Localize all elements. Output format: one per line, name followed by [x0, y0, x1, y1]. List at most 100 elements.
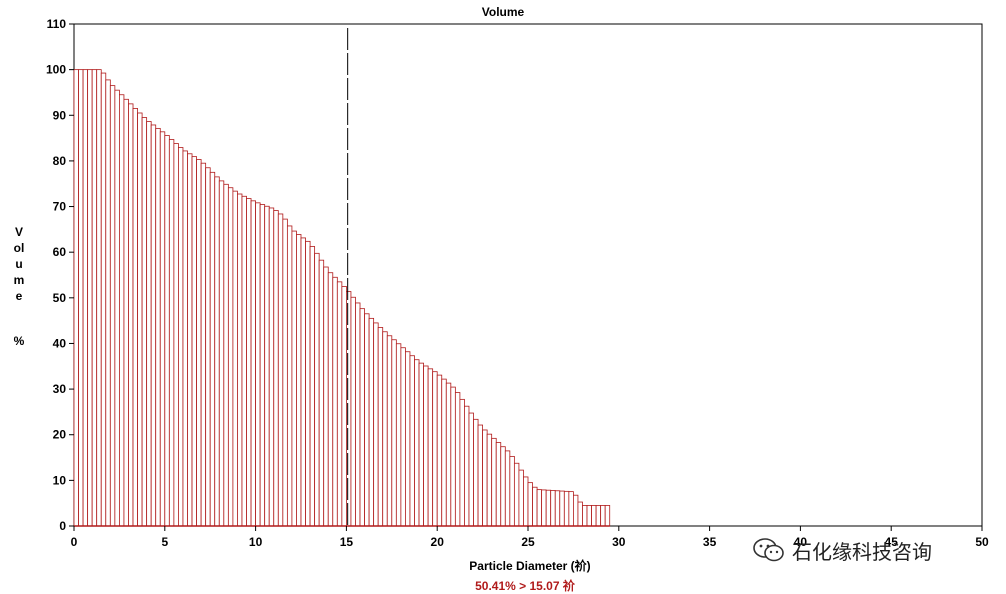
bar	[100, 72, 107, 527]
bar	[432, 371, 438, 527]
bar	[105, 79, 111, 527]
bar	[568, 491, 574, 527]
bar	[264, 205, 270, 527]
median-annotation: 50.41% > 15.07 祄	[475, 579, 575, 593]
bar	[246, 198, 252, 527]
x-tick-label: 20	[431, 535, 445, 549]
bar	[391, 339, 397, 527]
bar	[291, 230, 297, 527]
bar	[491, 437, 497, 527]
bar	[368, 317, 375, 527]
bar	[109, 85, 116, 527]
bar	[159, 131, 166, 527]
bar	[468, 412, 474, 527]
bar	[332, 276, 338, 527]
y-tick-label: 50	[53, 291, 67, 305]
bar	[386, 335, 393, 527]
bar	[486, 433, 493, 527]
bar	[423, 365, 429, 527]
bar	[373, 322, 379, 527]
bar	[527, 482, 533, 527]
watermark-text: 石化缘科技咨询	[792, 541, 932, 564]
y-tick-label: 90	[53, 108, 67, 122]
bar	[250, 200, 256, 527]
bar	[563, 490, 570, 527]
y-tick-label: 40	[53, 336, 67, 350]
bar	[268, 207, 275, 527]
bar	[119, 94, 125, 527]
bar	[128, 103, 134, 527]
bar	[114, 89, 120, 527]
chart-title: Volume	[481, 5, 525, 19]
bar	[550, 490, 556, 527]
watermark: 石化缘科技咨询	[752, 536, 932, 564]
y-axis-label: Volume	[13, 225, 25, 303]
bar	[359, 308, 365, 527]
x-tick-label: 50	[975, 535, 989, 549]
bars-group	[73, 69, 611, 527]
bar	[414, 359, 420, 527]
y-tick-label: 30	[53, 382, 67, 396]
bar	[273, 210, 279, 527]
wechat-icon	[753, 538, 784, 562]
bar	[336, 281, 343, 527]
y-tick-label: 0	[59, 519, 66, 533]
bar	[205, 167, 211, 527]
bar	[559, 490, 565, 527]
bar	[350, 296, 356, 527]
bar	[82, 69, 89, 527]
bar	[168, 139, 175, 527]
y-tick-label: 60	[53, 245, 67, 259]
bar	[218, 180, 225, 527]
bar	[436, 374, 443, 527]
bar	[532, 486, 538, 527]
bar	[187, 153, 193, 527]
bar	[464, 405, 470, 527]
bar	[123, 98, 129, 527]
bar	[141, 117, 148, 527]
bar	[164, 135, 170, 527]
bar	[78, 69, 84, 527]
bar	[300, 237, 306, 527]
bar	[87, 69, 93, 527]
bar	[227, 187, 234, 527]
y-axis: 0 10 20 30 40 50 60 70 80 90 100 110	[46, 17, 74, 533]
bar	[409, 355, 415, 527]
bar	[595, 505, 602, 527]
bar	[305, 240, 311, 527]
bar	[364, 313, 370, 527]
bar	[454, 392, 461, 527]
bar	[400, 347, 406, 527]
bar	[314, 252, 320, 527]
bar	[545, 489, 552, 527]
bar	[477, 424, 483, 527]
bar	[214, 176, 220, 527]
bar	[509, 455, 515, 527]
y-tick-label: 20	[53, 428, 67, 442]
bar	[209, 171, 216, 527]
bar	[237, 193, 243, 527]
x-tick-label: 45	[885, 535, 899, 549]
bar	[586, 505, 592, 527]
bar	[591, 505, 597, 527]
x-tick-label: 5	[161, 535, 168, 549]
bar	[296, 234, 302, 527]
bar	[500, 446, 506, 527]
bar	[473, 418, 479, 527]
bar	[513, 462, 520, 527]
bar	[523, 476, 529, 527]
bar	[286, 225, 293, 527]
x-tick-label: 10	[249, 535, 263, 549]
bar	[541, 489, 547, 527]
bar	[182, 150, 188, 527]
bar	[155, 127, 161, 527]
bar	[604, 505, 611, 527]
x-axis: 0 5 10 15 20 25 30 35 40 45 50	[71, 526, 989, 549]
x-tick-label: 30	[612, 535, 626, 549]
y-tick-label: 80	[53, 154, 67, 168]
bar	[327, 272, 334, 527]
y-tick-label: 10	[53, 473, 67, 487]
bar	[445, 382, 452, 527]
bar	[137, 112, 143, 527]
